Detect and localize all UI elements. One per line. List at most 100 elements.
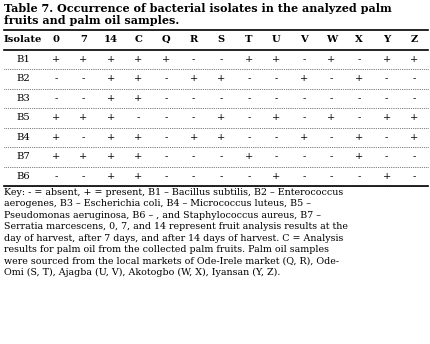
Text: Z: Z — [410, 35, 417, 44]
Text: -: - — [356, 172, 360, 181]
Text: -: - — [219, 152, 222, 161]
Text: -: - — [191, 94, 195, 103]
Text: +: + — [272, 55, 280, 64]
Text: -: - — [301, 113, 305, 122]
Text: +: + — [244, 55, 252, 64]
Text: -: - — [329, 172, 332, 181]
Text: +: + — [134, 133, 142, 142]
Text: -: - — [301, 94, 305, 103]
Text: B5: B5 — [16, 113, 30, 122]
Text: -: - — [54, 74, 57, 83]
Text: -: - — [164, 133, 167, 142]
Text: +: + — [272, 172, 280, 181]
Text: -: - — [81, 133, 85, 142]
Text: +: + — [189, 133, 197, 142]
Text: +: + — [354, 133, 362, 142]
Text: -: - — [274, 94, 277, 103]
Text: +: + — [189, 74, 197, 83]
Text: -: - — [246, 113, 250, 122]
Text: +: + — [354, 152, 362, 161]
Text: -: - — [81, 94, 85, 103]
Text: +: + — [107, 172, 115, 181]
Text: -: - — [246, 94, 250, 103]
Text: +: + — [217, 74, 225, 83]
Text: -: - — [219, 55, 222, 64]
Text: -: - — [329, 133, 332, 142]
Text: +: + — [299, 133, 307, 142]
Text: +: + — [382, 172, 390, 181]
Text: W: W — [325, 35, 336, 44]
Text: B3: B3 — [16, 94, 30, 103]
Text: +: + — [409, 113, 418, 122]
Text: -: - — [412, 172, 415, 181]
Text: -: - — [412, 94, 415, 103]
Text: +: + — [107, 113, 115, 122]
Text: V: V — [299, 35, 307, 44]
Text: -: - — [329, 74, 332, 83]
Text: -: - — [164, 172, 167, 181]
Text: +: + — [409, 133, 418, 142]
Text: -: - — [301, 152, 305, 161]
Text: -: - — [412, 152, 415, 161]
Text: B6: B6 — [16, 172, 30, 181]
Text: +: + — [382, 55, 390, 64]
Text: +: + — [107, 94, 115, 103]
Text: -: - — [384, 152, 387, 161]
Text: -: - — [246, 74, 250, 83]
Text: -: - — [54, 94, 57, 103]
Text: -: - — [412, 74, 415, 83]
Text: -: - — [384, 133, 387, 142]
Text: -: - — [274, 133, 277, 142]
Text: +: + — [107, 152, 115, 161]
Text: 7: 7 — [80, 35, 86, 44]
Text: X: X — [354, 35, 362, 44]
Text: -: - — [191, 113, 195, 122]
Text: -: - — [246, 133, 250, 142]
Text: -: - — [356, 55, 360, 64]
Text: -: - — [384, 94, 387, 103]
Text: -: - — [246, 172, 250, 181]
Text: B7: B7 — [16, 152, 30, 161]
Text: +: + — [52, 55, 60, 64]
Text: -: - — [164, 74, 167, 83]
Text: -: - — [81, 172, 85, 181]
Text: C: C — [134, 35, 142, 44]
Text: B1: B1 — [16, 55, 30, 64]
Text: +: + — [244, 152, 252, 161]
Text: +: + — [134, 94, 142, 103]
Text: -: - — [384, 74, 387, 83]
Text: -: - — [164, 94, 167, 103]
Text: +: + — [354, 74, 362, 83]
Text: -: - — [164, 113, 167, 122]
Text: +: + — [217, 133, 225, 142]
Text: 14: 14 — [104, 35, 118, 44]
Text: -: - — [219, 94, 222, 103]
Text: -: - — [274, 152, 277, 161]
Text: -: - — [191, 55, 195, 64]
Text: 0: 0 — [52, 35, 59, 44]
Text: -: - — [191, 172, 195, 181]
Text: Key: - = absent, + = present, B1 – Bacillus subtilis, B2 – Enterococcus
aerogene: Key: - = absent, + = present, B1 – Bacil… — [4, 188, 347, 277]
Text: Isolate: Isolate — [4, 35, 42, 44]
Text: +: + — [162, 55, 170, 64]
Text: +: + — [272, 113, 280, 122]
Text: B4: B4 — [16, 133, 30, 142]
Text: fruits and palm oil samples.: fruits and palm oil samples. — [4, 15, 179, 26]
Text: +: + — [107, 133, 115, 142]
Text: +: + — [299, 74, 307, 83]
Text: U: U — [271, 35, 280, 44]
Text: +: + — [79, 152, 87, 161]
Text: +: + — [52, 133, 60, 142]
Text: +: + — [134, 74, 142, 83]
Text: -: - — [54, 172, 57, 181]
Text: -: - — [356, 113, 360, 122]
Text: Y: Y — [382, 35, 389, 44]
Text: +: + — [134, 55, 142, 64]
Text: B2: B2 — [16, 74, 30, 83]
Text: -: - — [81, 74, 85, 83]
Text: +: + — [107, 74, 115, 83]
Text: +: + — [52, 152, 60, 161]
Text: +: + — [382, 113, 390, 122]
Text: R: R — [189, 35, 197, 44]
Text: -: - — [356, 94, 360, 103]
